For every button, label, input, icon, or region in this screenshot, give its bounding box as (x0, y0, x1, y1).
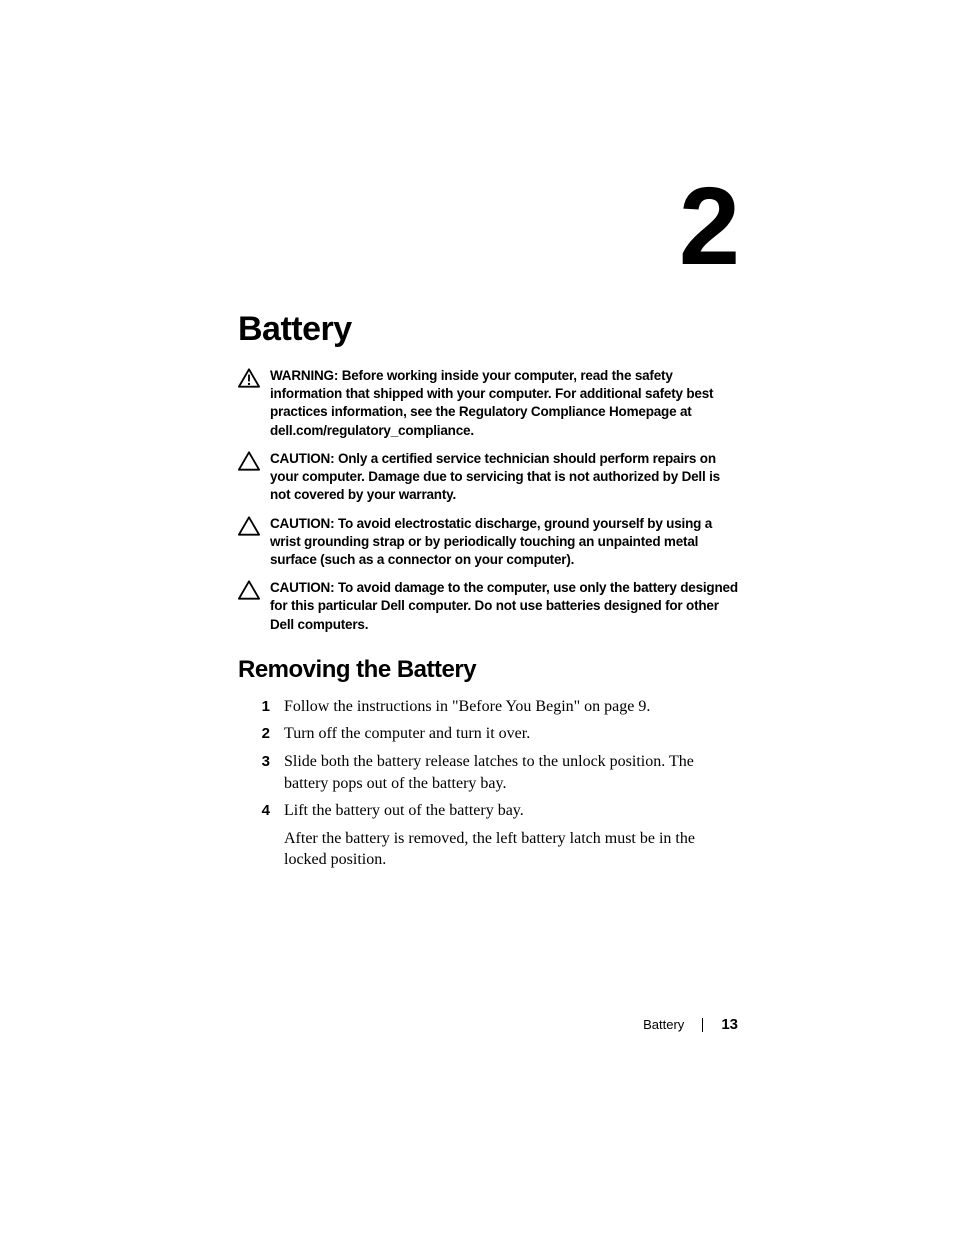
step-text: Follow the instructions in "Before You B… (284, 696, 650, 718)
step-text: Turn off the computer and turn it over. (284, 723, 530, 745)
warning-notice: WARNING: Before working inside your comp… (238, 367, 738, 440)
step-item: 1 Follow the instructions in "Before You… (238, 696, 738, 718)
step-number: 1 (238, 696, 284, 717)
caution-text: CAUTION: To avoid electrostatic discharg… (270, 515, 738, 570)
page-footer: Battery 13 (643, 1016, 738, 1033)
steps-list: 1 Follow the instructions in "Before You… (238, 696, 738, 822)
caution-text: CAUTION: Only a certified service techni… (270, 450, 738, 505)
step-number: 4 (238, 800, 284, 821)
caution-text: CAUTION: To avoid damage to the computer… (270, 579, 738, 634)
step-item: 4 Lift the battery out of the battery ba… (238, 800, 738, 822)
chapter-number: 2 (238, 172, 738, 282)
after-steps-text: After the battery is removed, the left b… (284, 828, 738, 871)
caution-label: CAUTION: (270, 451, 338, 466)
caution-body: To avoid damage to the computer, use onl… (270, 580, 738, 631)
page-content: 2 Battery WARNING: Before working inside… (238, 0, 738, 871)
warning-icon (238, 368, 260, 388)
caution-label: CAUTION: (270, 580, 338, 595)
step-item: 3 Slide both the battery release latches… (238, 751, 738, 794)
footer-divider (702, 1018, 703, 1032)
caution-icon (238, 580, 260, 600)
step-text: Slide both the battery release latches t… (284, 751, 738, 794)
caution-icon (238, 451, 260, 471)
warning-text: WARNING: Before working inside your comp… (270, 367, 738, 440)
caution-notice: CAUTION: To avoid damage to the computer… (238, 579, 738, 634)
caution-label: CAUTION: (270, 516, 338, 531)
caution-notice: CAUTION: Only a certified service techni… (238, 450, 738, 505)
caution-notice: CAUTION: To avoid electrostatic discharg… (238, 515, 738, 570)
warning-label: WARNING: (270, 368, 342, 383)
step-number: 3 (238, 751, 284, 772)
step-text: Lift the battery out of the battery bay. (284, 800, 524, 822)
caution-body: Only a certified service technician shou… (270, 451, 720, 502)
footer-section: Battery (643, 1017, 684, 1032)
footer-page-number: 13 (721, 1016, 738, 1033)
caution-icon (238, 516, 260, 536)
step-number: 2 (238, 723, 284, 744)
section-title: Removing the Battery (238, 656, 738, 684)
chapter-title: Battery (238, 310, 738, 349)
step-item: 2 Turn off the computer and turn it over… (238, 723, 738, 745)
